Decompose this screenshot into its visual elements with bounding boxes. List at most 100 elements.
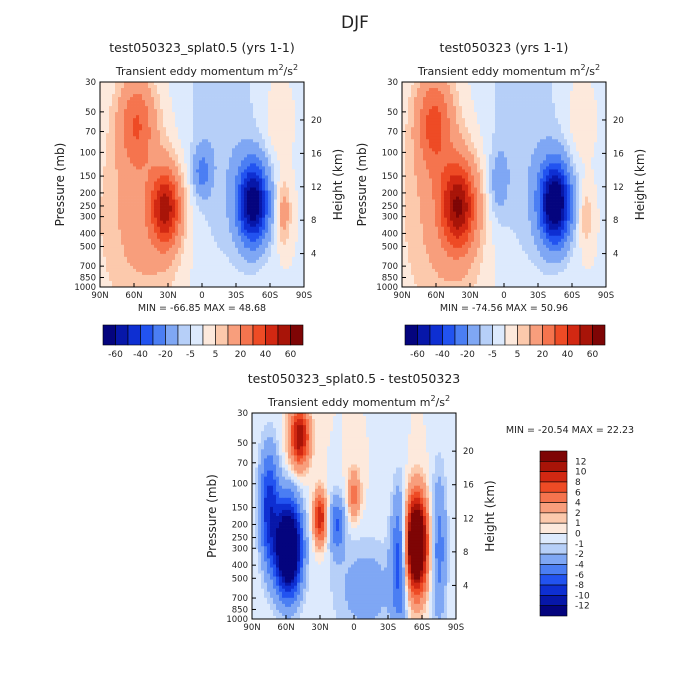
contour-cell [178,256,182,261]
contour-cell [202,142,206,146]
contour-cell [232,190,236,194]
contour-cell [229,211,233,215]
contour-cell [289,202,293,206]
contour-cell [109,175,113,179]
contour-cell [217,274,221,279]
contour-cell [136,280,140,285]
contour-cell [271,118,275,122]
contour-cell [211,187,215,191]
contour-cell [190,91,194,95]
contour-cell [274,97,278,101]
contour-cell [103,265,107,270]
contour-cell [247,178,251,182]
contour-cell [274,259,278,264]
contour-cell [151,151,155,155]
contour-cell [226,280,230,285]
contour-cell [214,100,218,104]
contour-cell [103,109,107,113]
contour-cell [118,169,122,173]
contour-cell [247,154,251,158]
contour-cell [301,109,305,113]
contour-cell [106,238,110,243]
contour-cell [184,223,188,228]
contour-cell [244,193,248,197]
contour-cell [133,259,137,264]
contour-cell [271,172,275,176]
contour-cell [211,274,215,279]
contour-cell [280,166,284,170]
contour-cell [160,247,164,252]
contour-cell [127,193,131,197]
contour-cell [277,142,281,146]
contour-cell [250,127,254,131]
contour-cell [277,136,281,140]
contour-cell [220,115,224,119]
contour-cell [154,112,158,116]
contour-cell [292,142,296,146]
contour-cell [151,256,155,261]
contour-cell [100,109,104,113]
contour-cell [271,106,275,110]
contour-cell [163,130,167,134]
contour-cell [181,166,185,170]
contour-cell [217,136,221,140]
contour-cell [163,118,167,122]
contour-cell [106,190,110,194]
contour-cell [588,91,592,95]
contour-cell [208,148,212,152]
contour-cell [163,274,167,279]
contour-cell [151,97,155,101]
contour-cell [178,274,182,279]
contour-cell [139,100,143,104]
contour-cell [181,193,185,197]
contour-cell [292,214,296,219]
contour-cell [136,85,140,89]
contour-cell [118,211,122,215]
contour-cell [163,193,167,197]
contour-cell [286,85,290,89]
contour-cell [265,256,269,261]
contour-cell [220,229,224,234]
contour-cell [259,202,263,206]
contour-cell [220,82,224,86]
contour-cell [136,175,140,179]
contour-cell [256,94,260,98]
contour-cell [112,163,116,167]
contour-cell [271,262,275,267]
contour-cell [196,178,200,182]
contour-cell [280,82,284,86]
contour-cell [142,82,146,86]
contour-cell [277,172,281,176]
contour-cell [100,133,104,137]
contour-cell [268,238,272,243]
contour-cell [169,157,173,161]
contour-cell [250,145,254,149]
contour-cell [205,202,209,206]
contour-cell [130,172,134,176]
contour-cell [160,226,164,231]
contour-cell [579,85,583,89]
contour-cell [106,280,110,285]
contour-cell [298,184,302,188]
contour-cell [127,226,131,231]
contour-cell [100,82,104,86]
contour-cell [301,136,305,140]
contour-cell [109,118,113,122]
contour-cell [169,274,173,279]
contour-cell [157,256,161,261]
contour-cell [196,172,200,176]
contour-cell [121,166,125,170]
contour-cell [118,124,122,128]
contour-cell [175,100,179,104]
contour-cell [295,271,299,276]
contour-cell [193,262,197,267]
contour-cell [244,208,248,212]
contour-cell [145,271,149,276]
contour-cell [154,175,158,179]
contour-cell [118,166,122,170]
contour-cell [109,145,113,149]
contour-cell [214,220,218,225]
contour-cell [196,97,200,101]
contour-cell [223,205,227,209]
contour-cell [193,190,197,194]
